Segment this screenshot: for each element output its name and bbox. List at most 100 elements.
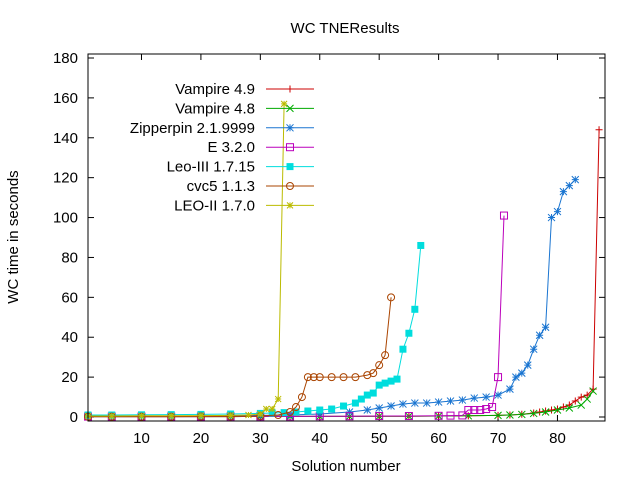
data-point bbox=[470, 406, 479, 415]
x-axis: 10 20 30 40 50 60 70 80 bbox=[133, 54, 566, 447]
y-tick-label: 180 bbox=[53, 50, 78, 67]
legend-marker bbox=[286, 202, 294, 209]
data-point bbox=[512, 373, 520, 381]
data-point bbox=[458, 411, 467, 420]
series-line bbox=[88, 179, 576, 417]
data-point bbox=[387, 402, 395, 410]
data-point bbox=[482, 405, 491, 414]
data-point bbox=[303, 373, 312, 382]
x-tick-label: 20 bbox=[193, 430, 210, 447]
data-point bbox=[404, 412, 413, 421]
data-point bbox=[571, 397, 579, 405]
legend-label: LEO-II 1.7.0 bbox=[174, 197, 255, 214]
data-point bbox=[446, 411, 455, 420]
data-point bbox=[488, 403, 497, 412]
data-point bbox=[315, 410, 324, 418]
x-tick-label: 70 bbox=[490, 430, 507, 447]
data-point bbox=[517, 410, 526, 419]
data-point bbox=[458, 396, 467, 404]
legend-marker bbox=[286, 182, 294, 190]
legend-marker bbox=[286, 143, 294, 152]
legend-marker bbox=[286, 104, 294, 113]
series-3 bbox=[84, 175, 580, 421]
data-point bbox=[274, 411, 283, 420]
x-axis-label: Solution number bbox=[291, 458, 400, 475]
data-point bbox=[553, 406, 562, 414]
data-point bbox=[387, 293, 396, 302]
data-point bbox=[375, 412, 384, 421]
data-point bbox=[297, 393, 306, 402]
data-point bbox=[315, 373, 324, 382]
data-point bbox=[548, 406, 556, 414]
data-point bbox=[565, 404, 574, 412]
data-point bbox=[464, 406, 473, 415]
data-point bbox=[541, 408, 550, 416]
x-tick-label: 50 bbox=[371, 430, 388, 447]
data-point bbox=[411, 305, 419, 313]
series-7 bbox=[84, 100, 288, 420]
data-point bbox=[286, 412, 295, 421]
data-point bbox=[542, 407, 550, 415]
chart-title: WC TNEResults bbox=[291, 20, 400, 37]
data-point bbox=[363, 371, 372, 380]
data-point bbox=[363, 406, 372, 414]
data-point bbox=[482, 393, 491, 401]
data-point bbox=[309, 373, 318, 382]
data-point bbox=[369, 369, 378, 378]
x-tick-label: 30 bbox=[252, 430, 269, 447]
data-point bbox=[369, 389, 377, 397]
data-point bbox=[328, 405, 336, 413]
data-point bbox=[339, 373, 348, 382]
data-point bbox=[375, 381, 383, 389]
data-point bbox=[227, 412, 234, 419]
data-point bbox=[286, 411, 294, 419]
data-point bbox=[197, 412, 205, 419]
data-point bbox=[553, 405, 561, 413]
legend: Vampire 4.9 Vampire 4.8 Zipperpin 2.1.9999… bbox=[130, 81, 314, 214]
data-point bbox=[583, 391, 591, 399]
data-point bbox=[291, 403, 300, 412]
data-point bbox=[535, 331, 544, 340]
y-tick-label: 140 bbox=[53, 130, 78, 147]
y-tick-label: 0 bbox=[70, 409, 78, 426]
y-tick-label: 80 bbox=[61, 249, 78, 266]
data-point bbox=[529, 409, 538, 418]
data-point bbox=[381, 351, 390, 360]
data-point bbox=[256, 410, 264, 418]
data-point bbox=[577, 401, 586, 409]
x-tick-label: 60 bbox=[430, 430, 447, 447]
data-point bbox=[553, 207, 562, 216]
data-point bbox=[499, 211, 508, 220]
legend-label: Vampire 4.8 bbox=[175, 100, 255, 117]
y-tick-label: 160 bbox=[53, 90, 78, 107]
series-4 bbox=[84, 211, 508, 421]
data-point bbox=[422, 399, 431, 407]
legend-label: Vampire 4.9 bbox=[175, 81, 255, 98]
data-point bbox=[167, 412, 175, 420]
legend-label: E 3.2.0 bbox=[207, 139, 255, 156]
data-point bbox=[417, 241, 425, 249]
data-point bbox=[268, 405, 276, 413]
data-point bbox=[399, 345, 407, 353]
data-point bbox=[262, 405, 270, 413]
data-point bbox=[523, 361, 532, 370]
series-6 bbox=[84, 293, 396, 421]
data-point bbox=[446, 397, 455, 405]
x-tick-label: 10 bbox=[133, 430, 150, 447]
legend-marker bbox=[286, 85, 294, 93]
legend-label: Leo-III 1.7.15 bbox=[167, 159, 255, 176]
plot-frame bbox=[87, 53, 606, 422]
data-point bbox=[494, 411, 502, 420]
series-line bbox=[88, 215, 505, 418]
data-point bbox=[292, 408, 300, 416]
data-point bbox=[357, 395, 365, 403]
legend-label: Zipperpin 2.1.9999 bbox=[130, 120, 255, 137]
x-tick-label: 40 bbox=[311, 430, 328, 447]
data-point bbox=[595, 126, 603, 134]
y-tick-label: 60 bbox=[61, 289, 78, 306]
y-tick-label: 120 bbox=[53, 170, 78, 187]
data-point bbox=[375, 361, 384, 370]
data-point bbox=[577, 393, 585, 401]
data-point bbox=[274, 395, 282, 403]
